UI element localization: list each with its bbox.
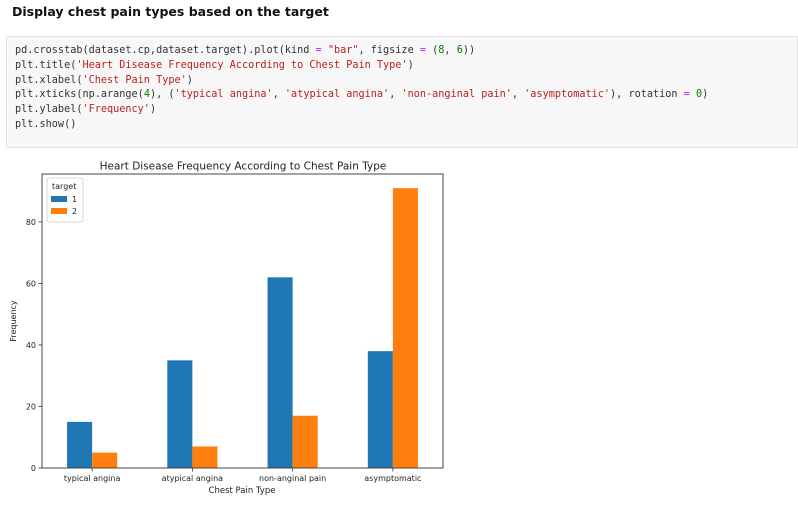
code-token: 'typical angina': [174, 89, 273, 101]
chart-bars: [67, 188, 418, 468]
code-line: plt.xticks(np.arange(4), ('typical angin…: [15, 88, 708, 103]
legend-label-series-2: 2: [72, 207, 77, 216]
code-token: ): [407, 59, 414, 71]
x-tick-label: atypical angina: [162, 474, 223, 483]
code-token: ): [702, 89, 709, 101]
x-axis: typical angina atypical angina non-anginal…: [64, 468, 421, 483]
code-token: ), (: [149, 89, 175, 101]
chart-title: Heart Disease Frequency According to Che…: [100, 161, 387, 173]
legend-title: target: [52, 182, 76, 191]
code-token: ,: [511, 89, 525, 101]
bar-series-2-typical-angina: [92, 452, 118, 468]
code-token: 0: [695, 89, 703, 101]
x-tick-label: asymptomatic: [364, 474, 421, 483]
code-token: (: [425, 45, 439, 56]
code-token: ,: [272, 89, 285, 101]
code-token: =: [315, 45, 322, 56]
output-chart: Heart Disease Frequency According to Che…: [9, 161, 444, 496]
x-axis-label: Chest Pain Type: [209, 486, 276, 496]
code-line: plt.ylabel('Frequency'): [15, 103, 708, 118]
code-token: 'Frequency': [82, 104, 150, 116]
code-token: ), rotation: [610, 89, 684, 101]
code-line: plt.show(): [15, 118, 708, 133]
legend-swatch-series-1: [51, 196, 67, 202]
code-line: plt.title('Heart Disease Frequency Accor…: [15, 59, 708, 74]
code-token: 'Heart Disease Frequency According to Ch…: [76, 59, 408, 71]
code-token: "bar": [327, 45, 359, 56]
code-block: pd.crosstab(dataset.cp,dataset.target).p…: [15, 44, 708, 133]
code-token: plt.show(): [15, 118, 77, 130]
bar-series-2-asymptomatic: [392, 188, 418, 468]
bar-series-1-non-anginal-pain: [267, 277, 293, 468]
cell-heading: Display chest pain types based on the ta…: [12, 4, 329, 19]
code-token: =: [683, 89, 690, 101]
code-line: pd.crosstab(dataset.cp,dataset.target).p…: [15, 44, 708, 59]
code-token: ): [149, 104, 157, 116]
code-token: plt.xlabel(: [15, 74, 83, 86]
y-axis: 0 20 40 60 80: [26, 218, 42, 473]
bar-series-2-atypical-angina: [192, 446, 218, 468]
legend-label-series-1: 1: [72, 195, 77, 204]
bar-series-1-asymptomatic: [367, 351, 393, 468]
x-tick-label: non-anginal pain: [259, 474, 326, 483]
code-token: 8: [438, 45, 445, 56]
code-token: pd.crosstab(dataset.cp,dataset.target).p…: [15, 45, 316, 56]
code-token: 4: [143, 89, 150, 101]
y-axis-label: Frequency: [9, 300, 18, 342]
legend-swatch-series-2: [51, 208, 67, 214]
y-tick-label: 20: [26, 402, 36, 411]
code-token: ,: [444, 45, 457, 56]
bar-series-1-atypical-angina: [167, 360, 193, 468]
code-token: plt.xticks(np.arange(: [15, 89, 144, 101]
code-token: , figsize: [358, 45, 420, 56]
y-tick-label: 0: [31, 464, 36, 473]
code-token: plt.title(: [15, 59, 77, 71]
y-tick-label: 80: [26, 218, 36, 227]
code-token: 'asymptomatic': [524, 89, 611, 101]
plot-frame: [41, 173, 444, 469]
bar-series-2-non-anginal-pain: [292, 415, 318, 468]
code-cell[interactable]: pd.crosstab(dataset.cp,dataset.target).p…: [6, 36, 798, 148]
code-token: 'Chest Pain Type': [82, 74, 187, 86]
code-token: )): [462, 45, 476, 56]
bar-series-1-typical-angina: [67, 421, 93, 468]
code-token: 'atypical angina': [284, 89, 390, 101]
code-token: ): [186, 74, 193, 86]
y-tick-label: 60: [26, 279, 36, 288]
code-token: ,: [389, 89, 402, 101]
code-token: =: [419, 45, 426, 56]
y-tick-label: 40: [26, 341, 36, 350]
code-token: 'non-anginal pain': [401, 89, 512, 101]
code-token: plt.ylabel(: [15, 104, 83, 116]
chart-legend: target 1 2: [46, 177, 84, 223]
code-line: plt.xlabel('Chest Pain Type'): [15, 74, 708, 89]
code-token: 6: [456, 45, 463, 56]
x-tick-label: typical angina: [64, 474, 121, 483]
